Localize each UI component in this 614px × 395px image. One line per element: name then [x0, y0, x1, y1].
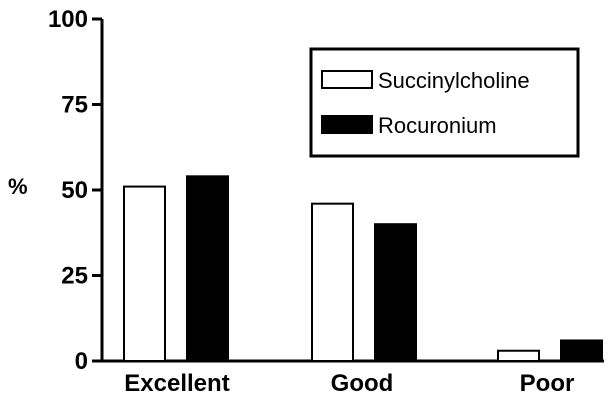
legend-box — [309, 47, 580, 158]
y-tick-label: 75 — [61, 92, 88, 119]
x-category-label-poor: Poor — [520, 370, 575, 395]
x-category-label-good: Good — [331, 370, 394, 395]
bar-rocuronium-good — [374, 223, 417, 362]
y-tick-label: 0 — [75, 348, 88, 375]
y-tick-label: 50 — [61, 177, 88, 204]
bars — [123, 175, 603, 363]
y-axis-title: % — [8, 174, 28, 199]
legend-swatch-rocuronium — [321, 115, 373, 134]
legend-swatch-succinylcholine — [321, 70, 373, 89]
y-tick-label: 25 — [61, 263, 88, 290]
legend-label-succinylcholine: Succinylcholine — [378, 68, 530, 93]
y-axis: 0 25 50 75 100 — [48, 6, 104, 375]
x-axis: Excellent Good Poor — [101, 359, 604, 395]
legend-label-rocuronium: Rocuronium — [378, 113, 497, 138]
bar-rocuronium-excellent — [186, 175, 229, 362]
y-tick-label: 100 — [48, 6, 88, 33]
bar-succinylcholine-excellent — [123, 185, 166, 362]
bar-succinylcholine-good — [311, 202, 354, 362]
bar-succinylcholine-poor — [497, 349, 540, 362]
x-category-label-excellent: Excellent — [124, 370, 229, 395]
bar-rocuronium-poor — [560, 339, 603, 363]
legend: Succinylcholine Rocuronium — [309, 47, 580, 158]
